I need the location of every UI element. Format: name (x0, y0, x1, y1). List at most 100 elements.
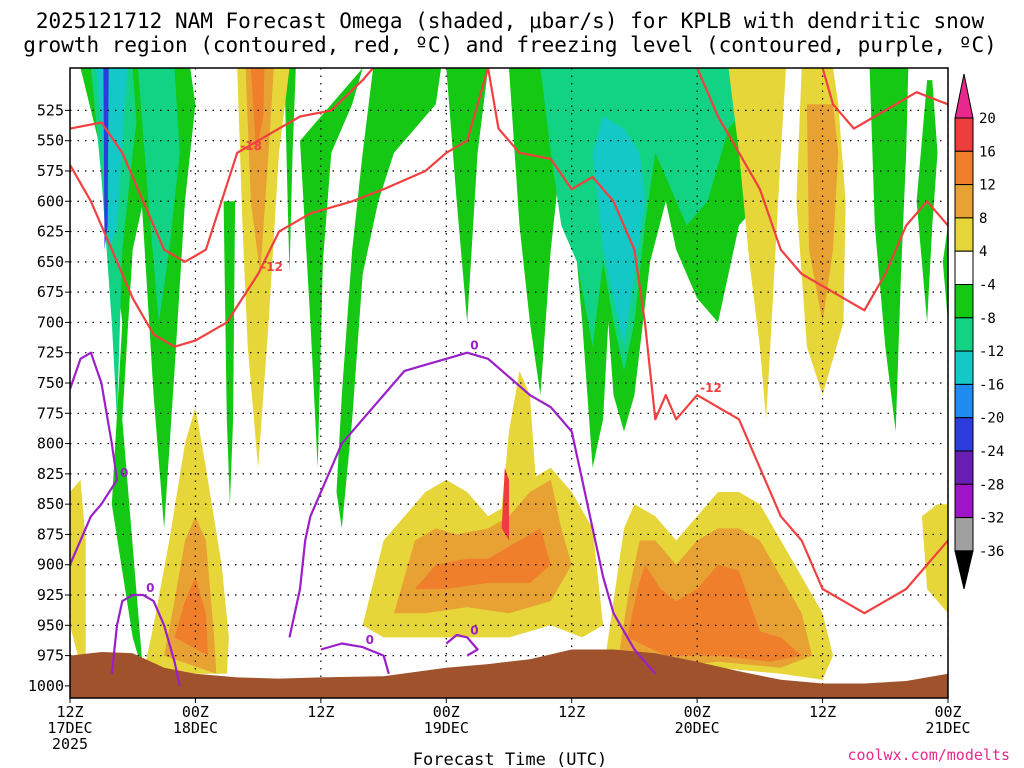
x-tick-label-48-0: 12Z (558, 703, 585, 721)
y-tick-label-650: 650 (37, 253, 64, 271)
colorbar-label-16: 16 (979, 144, 996, 160)
dgz-contour-label-1: -12 (261, 260, 283, 274)
y-tick-label-525: 525 (37, 101, 64, 119)
credit: coolwx.com/modelts (847, 746, 1010, 764)
colorbar-band-10 (954, 450, 974, 485)
x-tick-label-0-1: 17DEC (47, 719, 92, 737)
omega-region-10 (446, 68, 489, 323)
freezing-contour-label-4: 0 (470, 623, 478, 637)
colorbar-label--32: -32 (979, 511, 1004, 527)
omega-region-0 (80, 68, 154, 674)
title-line-1: 2025121712 NAM Forecast Omega (shaded, μ… (36, 9, 985, 33)
omega-region-35 (921, 504, 948, 614)
colorbar-label-20: 20 (979, 111, 996, 127)
colorbar-label--4: -4 (979, 278, 996, 294)
colorbar-label--36: -36 (979, 544, 1004, 560)
dgz-contour-1 (70, 68, 490, 348)
y-tick-label-875: 875 (37, 525, 64, 543)
x-tick-label-0-0: 12Z (56, 703, 83, 721)
y-tick-label-900: 900 (37, 556, 64, 574)
dgz-contour-3 (696, 68, 948, 312)
x-tick-label-60-1: 20DEC (675, 719, 720, 737)
colorbar-band-8 (954, 383, 974, 419)
freezing-contour-3 (320, 642, 390, 675)
omega-region-34 (806, 104, 839, 323)
colorbar-band-9 (954, 417, 974, 452)
omega-region-6 (223, 201, 236, 505)
x-tick-label-12-1: 18DEC (173, 719, 218, 737)
y-tick-label-750: 750 (37, 374, 64, 392)
x-tick-label-0-2: 2025 (52, 735, 88, 753)
colorbar-label-4: 4 (979, 244, 987, 260)
colorbar-band-3 (954, 217, 974, 252)
y-tick-label-575: 575 (37, 162, 64, 180)
omega-region-8 (300, 68, 363, 468)
y-tick-label-850: 850 (37, 495, 64, 513)
omega-region-31 (627, 564, 802, 662)
dgz-contour-2 (487, 68, 948, 615)
y-tick-label-825: 825 (37, 465, 64, 483)
x-tick-label-12-0: 00Z (182, 703, 209, 721)
y-axis: 525 550 575 600 625 650 675 700 725 750 775 800 825 8… (28, 101, 70, 695)
y-tick-label-700: 700 (37, 313, 64, 331)
freezing-contour-2 (288, 351, 657, 675)
colorbar-label--12: -12 (979, 344, 1004, 360)
freezing-contour-1 (110, 593, 181, 687)
colorbar-band-1 (954, 150, 974, 186)
y-tick-label-775: 775 (37, 404, 64, 422)
y-tick-label-600: 600 (37, 192, 64, 210)
colorbar-label-12: 12 (979, 178, 996, 194)
contours: -18 -12 -12 0 0 0 0 0 (70, 68, 948, 687)
x-axis-label: Forecast Time (UTC) (413, 750, 607, 768)
title-line-2: growth region (contoured, red, ºC) and f… (23, 33, 997, 57)
freezing-contour-label-2: 0 (470, 339, 478, 353)
colorbar-band-11 (954, 483, 974, 519)
omega-region-5 (137, 68, 180, 323)
omega-region-22 (245, 68, 274, 274)
x-tick-label-24-0: 12Z (307, 703, 334, 721)
colorbar-band-6 (954, 317, 974, 352)
y-tick-label-675: 675 (37, 283, 64, 301)
colorbar-bottom-arrow (954, 550, 974, 590)
y-tick-label-550: 550 (37, 132, 64, 150)
y-tick-label-725: 725 (37, 344, 64, 362)
grid-lines (70, 68, 948, 698)
omega-region-7 (284, 68, 296, 274)
omega-region-14 (869, 68, 909, 432)
x-tick-label-84-0: 00Z (934, 703, 961, 721)
omega-region-9 (336, 68, 442, 529)
y-tick-label-925: 925 (37, 586, 64, 604)
title: 2025121712 NAM Forecast Omega (shaded, μ… (23, 9, 997, 57)
colorbar-label--24: -24 (979, 444, 1004, 460)
omega-region-17 (70, 479, 86, 686)
x-tick-label-60-0: 00Z (684, 703, 711, 721)
colorbar-label--20: -20 (979, 411, 1004, 427)
y-tick-label-975: 975 (37, 647, 64, 665)
colorbar-band-12 (954, 517, 974, 552)
y-tick-label-625: 625 (37, 223, 64, 241)
freezing-contour-label-0: 0 (120, 466, 128, 480)
y-tick-label-950: 950 (37, 616, 64, 634)
x-tick-label-36-0: 00Z (433, 703, 460, 721)
colorbar-label--8: -8 (979, 311, 996, 327)
x-tick-label-36-1: 19DEC (424, 719, 469, 737)
dgz-contour-4 (821, 68, 948, 130)
colorbar-band-5 (954, 284, 974, 319)
omega-region-20 (174, 576, 208, 656)
omega-shading (70, 68, 948, 686)
terrain (70, 649, 948, 698)
freezing-contour-4 (445, 633, 479, 657)
colorbar-band-0 (954, 117, 974, 152)
dgz-contour-0 (70, 68, 374, 263)
colorbar-top-arrow (954, 73, 974, 119)
colorbar: 20 16 12 8 4 -4 -8 -12 -16 -20 -24 -28 -32 -36 (954, 73, 1004, 590)
colorbar-band-4 (954, 250, 974, 285)
freezing-contour-label-3: 0 (366, 633, 374, 647)
colorbar-label--16: -16 (979, 377, 1004, 393)
colorbar-band-2 (954, 184, 974, 219)
x-tick-label-72-0: 12Z (809, 703, 836, 721)
freezing-contour-0 (70, 351, 119, 566)
y-tick-label-1000: 1000 (28, 677, 64, 695)
